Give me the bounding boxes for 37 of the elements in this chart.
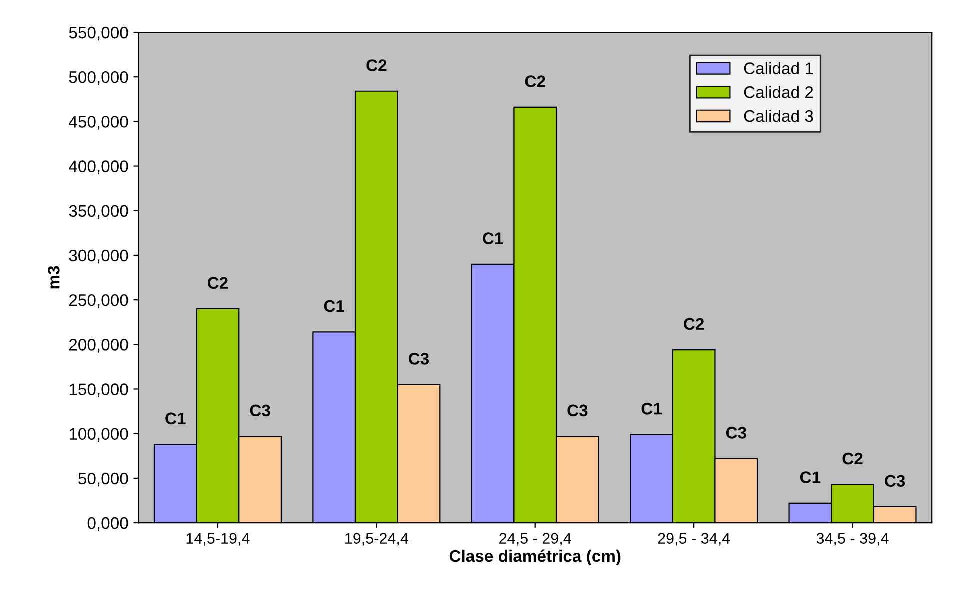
data-label: C1 <box>324 300 345 312</box>
y-tick-label: 400,000 <box>69 160 128 174</box>
y-tick-label: 50,000 <box>78 472 128 487</box>
y-tick-label: 200,000 <box>69 339 128 353</box>
data-label: C2 <box>842 452 863 465</box>
data-label: C2 <box>366 60 387 72</box>
data-label: C3 <box>409 353 430 365</box>
data-label: C2 <box>684 318 704 330</box>
legend-label: Calidad 2 <box>744 86 814 98</box>
data-label: C3 <box>250 404 270 417</box>
y-tick-label: 550,000 <box>69 26 128 41</box>
x-tick-label: 24,5 - 29,4 <box>500 533 572 546</box>
y-tick-label: 450,000 <box>69 116 128 130</box>
data-label: C3 <box>568 404 588 417</box>
data-label: C3 <box>885 475 906 488</box>
x-tick-label: 14,5-19,4 <box>186 533 250 546</box>
legend-label: Calidad 3 <box>744 110 814 122</box>
y-tick-label: 0,000 <box>88 517 128 532</box>
data-label: C2 <box>208 277 228 290</box>
x-tick-label: 19,5-24,4 <box>346 533 408 546</box>
y-tick-label: 250,000 <box>69 294 128 308</box>
x-tick-label: 29,5 - 34,4 <box>658 533 730 546</box>
y-tick-label: 500,000 <box>69 72 128 86</box>
data-label: C2 <box>525 76 546 88</box>
data-label: C3 <box>726 427 746 439</box>
x-tick-label: 34,5 - 39,4 <box>816 533 889 546</box>
y-tick-label: 350,000 <box>69 205 128 220</box>
y-tick-label: 100,000 <box>70 428 128 442</box>
data-label: C1 <box>642 402 662 415</box>
data-label: C1 <box>483 232 504 244</box>
y-tick-label: 150,000 <box>70 384 128 398</box>
y-tick-label: 300,000 <box>69 250 128 264</box>
data-label: C1 <box>166 412 186 425</box>
x-axis-title: Clase diamétrica (cm) <box>450 550 621 566</box>
legend-label: Calidad 1 <box>744 62 814 74</box>
data-label: C1 <box>800 472 821 484</box>
y-axis-title: m3 <box>48 266 60 289</box>
